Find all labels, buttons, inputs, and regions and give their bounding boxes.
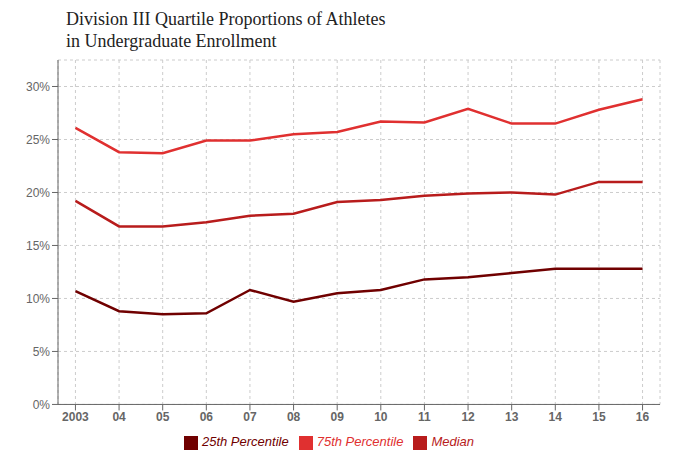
svg-text:2003: 2003 — [62, 410, 89, 424]
svg-text:13: 13 — [505, 410, 519, 424]
svg-text:12: 12 — [461, 410, 475, 424]
svg-text:08: 08 — [287, 410, 301, 424]
svg-text:0%: 0% — [33, 398, 51, 412]
svg-text:16: 16 — [636, 410, 650, 424]
html-text:Median: Median — [431, 434, 474, 450]
svg-text:5%: 5% — [33, 345, 51, 359]
svg-text:11: 11 — [418, 410, 431, 424]
svg-text:10%: 10% — [26, 292, 50, 306]
svg-text:15%: 15% — [26, 239, 50, 253]
html-text:25th Percentile: 25th Percentile — [201, 434, 289, 450]
svg-text:20%: 20% — [26, 186, 50, 200]
svg-text:14: 14 — [549, 410, 563, 424]
svg-text:05: 05 — [156, 410, 170, 424]
svg-text:25%: 25% — [26, 133, 50, 147]
svg-text:30%: 30% — [26, 80, 50, 94]
svg-text:15: 15 — [592, 410, 606, 424]
html-text:Division III Quartile Proporti: Division III Quartile Proportions of Ath… — [66, 9, 386, 51]
svg-text:06: 06 — [200, 410, 214, 424]
svg-text:07: 07 — [243, 410, 257, 424]
svg-text:09: 09 — [331, 410, 345, 424]
html-text:75th Percentile: 75th Percentile — [316, 434, 404, 450]
svg-text:04: 04 — [112, 410, 126, 424]
svg-text:10: 10 — [374, 410, 388, 424]
